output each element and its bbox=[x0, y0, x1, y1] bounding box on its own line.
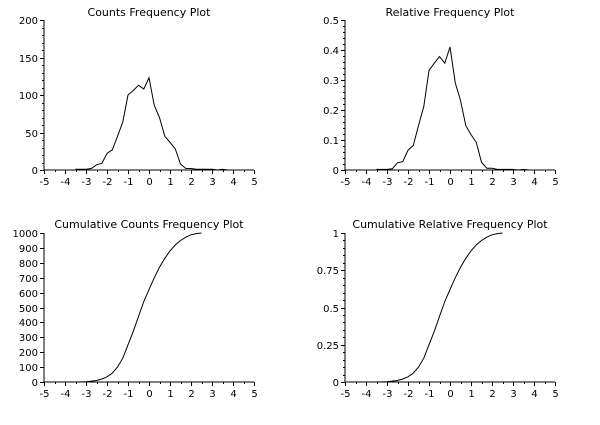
x-tick-label: -2 bbox=[404, 389, 414, 400]
x-tick-label: -2 bbox=[103, 389, 113, 400]
chart-title: Cumulative Relative Frequency Plot bbox=[352, 218, 548, 231]
x-tick-label: 0 bbox=[447, 389, 453, 400]
x-tick-label: 0 bbox=[146, 177, 152, 188]
x-tick-label: -4 bbox=[61, 177, 71, 188]
x-tick-label: 2 bbox=[489, 389, 495, 400]
x-tick-label: 2 bbox=[489, 177, 495, 188]
x-tick-label: 5 bbox=[251, 389, 257, 400]
y-tick-label: 0.2 bbox=[323, 106, 339, 117]
x-tick-label: -5 bbox=[341, 389, 351, 400]
y-tick-label: 0 bbox=[333, 378, 339, 389]
x-tick-label: -1 bbox=[124, 389, 134, 400]
y-tick-label: 300 bbox=[19, 333, 38, 344]
y-tick-label: 400 bbox=[19, 318, 38, 329]
x-tick-label: 4 bbox=[531, 389, 537, 400]
chart-counts-frequency: Counts Frequency Plot -5 -4 -3 -2 -1 0 1 2 3 4 505… bbox=[19, 6, 258, 188]
x-tick-label: -5 bbox=[341, 177, 351, 188]
x-tick-label: 3 bbox=[209, 389, 215, 400]
y-tick-label: 0 bbox=[333, 166, 339, 177]
y-tick-label: 0.75 bbox=[317, 266, 339, 277]
x-tick-label: -2 bbox=[404, 177, 414, 188]
x-tick-label: 1 bbox=[468, 389, 474, 400]
series-line bbox=[75, 76, 228, 171]
y-tick-label: 200 bbox=[19, 16, 38, 27]
x-tick-label: 3 bbox=[510, 389, 516, 400]
y-tick-label: 150 bbox=[19, 54, 38, 65]
x-tick-label: -4 bbox=[362, 389, 372, 400]
y-tick-label: 1 bbox=[333, 229, 339, 240]
y-tick-label: 600 bbox=[19, 289, 38, 300]
x-tick-label: 2 bbox=[188, 389, 194, 400]
y-tick-label: 0.1 bbox=[323, 136, 339, 147]
y-tick-label: 1000 bbox=[13, 229, 38, 240]
y-tick-label: 100 bbox=[19, 91, 38, 102]
y-tick-label: 0.3 bbox=[323, 76, 339, 87]
x-tick-label: 4 bbox=[531, 177, 537, 188]
series-line bbox=[376, 46, 529, 171]
x-tick-label: -5 bbox=[40, 177, 50, 188]
x-tick-label: 1 bbox=[167, 177, 173, 188]
x-tick-label: -3 bbox=[383, 389, 393, 400]
x-tick-label: 5 bbox=[251, 177, 257, 188]
chart-cumulative-counts-frequency: Cumulative Counts Frequency Plot -5 -4 -3-… bbox=[13, 218, 258, 400]
x-tick-label: 1 bbox=[468, 177, 474, 188]
x-tick-label: -3 bbox=[82, 389, 92, 400]
y-tick-label: 200 bbox=[19, 348, 38, 359]
x-tick-label: -1 bbox=[425, 177, 435, 188]
x-tick-label: -4 bbox=[362, 177, 372, 188]
y-tick-label: 0.4 bbox=[323, 46, 339, 57]
y-tick-label: 0 bbox=[32, 378, 38, 389]
chart-title: Counts Frequency Plot bbox=[88, 6, 212, 19]
x-tick-label: -5 bbox=[40, 389, 50, 400]
x-tick-label: 1 bbox=[167, 389, 173, 400]
y-tick-label: 0.5 bbox=[323, 16, 339, 27]
x-tick-label: 3 bbox=[209, 177, 215, 188]
x-tick-label: -3 bbox=[82, 177, 92, 188]
x-tick-label: 0 bbox=[447, 177, 453, 188]
x-tick-label: 4 bbox=[230, 389, 236, 400]
series-line bbox=[376, 232, 503, 383]
y-tick-label: 0 bbox=[32, 166, 38, 177]
series-line bbox=[75, 232, 202, 383]
x-tick-label: -1 bbox=[124, 177, 134, 188]
y-tick-label: 500 bbox=[19, 304, 38, 315]
y-tick-label: 900 bbox=[19, 244, 38, 255]
y-tick-label: 700 bbox=[19, 274, 38, 285]
x-tick-label: 3 bbox=[510, 177, 516, 188]
x-tick-label: -2 bbox=[103, 177, 113, 188]
x-tick-label: 0 bbox=[146, 389, 152, 400]
x-tick-label: -1 bbox=[425, 389, 435, 400]
chart-title: Relative Frequency Plot bbox=[386, 6, 516, 19]
y-tick-label: 0.25 bbox=[317, 341, 339, 352]
x-tick-label: 2 bbox=[188, 177, 194, 188]
x-tick-label: 5 bbox=[552, 177, 558, 188]
y-tick-label: 50 bbox=[25, 129, 38, 140]
y-tick-label: 800 bbox=[19, 259, 38, 270]
x-tick-label: -4 bbox=[61, 389, 71, 400]
x-tick-label: 5 bbox=[552, 389, 558, 400]
chart-cumulative-relative-frequency: Cumulative Relative Frequency Plot -5 -4-… bbox=[317, 218, 559, 400]
x-tick-label: 4 bbox=[230, 177, 236, 188]
x-tick-label: -3 bbox=[383, 177, 393, 188]
y-tick-label: 0.5 bbox=[323, 304, 339, 315]
chart-relative-frequency: Relative Frequency Plot -5 -4 -3 -2 -1 0 1 2 3 4 5… bbox=[323, 6, 559, 188]
chart-title: Cumulative Counts Frequency Plot bbox=[54, 218, 244, 231]
y-tick-label: 100 bbox=[19, 363, 38, 374]
